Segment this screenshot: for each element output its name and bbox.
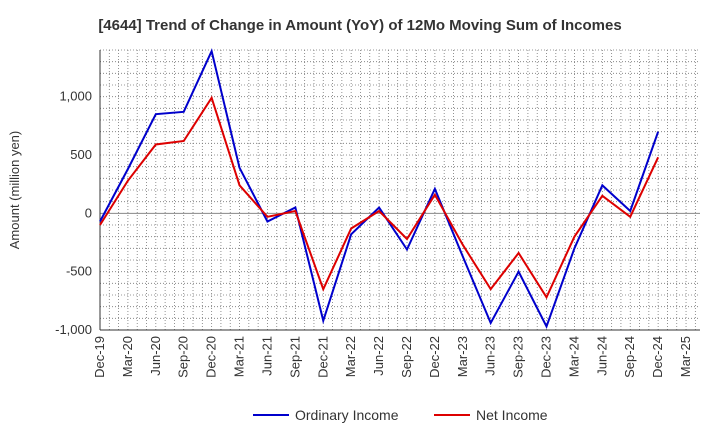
y-tick-label: 0 <box>85 205 92 220</box>
x-tick-label: Mar-20 <box>120 336 135 377</box>
y-axis-ticks: -1,000 -500 0 500 1,000 <box>55 89 92 337</box>
x-tick-label: Jun-20 <box>148 336 163 376</box>
chart-title: [4644] Trend of Change in Amount (YoY) o… <box>98 17 621 34</box>
x-tick-label: Dec-23 <box>539 336 554 378</box>
series-line <box>99 48 660 330</box>
y-axis-label: Amount (million yen) <box>7 131 22 250</box>
series-line <box>99 95 660 300</box>
x-tick-label: Sep-22 <box>399 336 414 378</box>
x-tick-label: Sep-23 <box>511 336 526 378</box>
x-tick-label: Mar-21 <box>232 336 247 377</box>
x-tick-label: Dec-21 <box>315 336 330 378</box>
x-tick-label: Dec-19 <box>92 336 107 378</box>
x-tick-label: Jun-22 <box>371 336 386 376</box>
y-tick-label: 500 <box>70 147 92 162</box>
x-tick-label: Mar-22 <box>343 336 358 377</box>
x-tick-label: Mar-24 <box>566 336 581 377</box>
x-tick-label: Sep-21 <box>287 336 302 378</box>
x-tick-label: Dec-20 <box>204 336 219 378</box>
x-tick-label: Sep-24 <box>622 336 637 378</box>
x-tick-label: Jun-23 <box>483 336 498 376</box>
x-tick-label: Mar-25 <box>678 336 693 377</box>
grid-lines <box>99 49 700 331</box>
legend-label: Ordinary Income <box>295 407 399 423</box>
x-tick-label: Jun-21 <box>259 336 274 376</box>
x-tick-label: Sep-20 <box>176 336 191 378</box>
y-tick-label: -500 <box>66 264 92 279</box>
x-tick-label: Jun-24 <box>594 336 609 376</box>
legend: Ordinary Income Net Income <box>253 407 548 423</box>
x-tick-label: Mar-23 <box>455 336 470 377</box>
x-tick-label: Dec-24 <box>650 336 665 378</box>
x-axis-ticks: Dec-19 Mar-20 Jun-20 Sep-20 Dec-20 Mar-21 Jun-… <box>92 336 693 378</box>
x-tick-label: Dec-22 <box>427 336 442 378</box>
y-tick-label: 1,000 <box>59 89 92 104</box>
legend-label: Net Income <box>476 407 548 423</box>
y-tick-label: -1,000 <box>55 322 92 337</box>
series-lines <box>99 48 660 330</box>
